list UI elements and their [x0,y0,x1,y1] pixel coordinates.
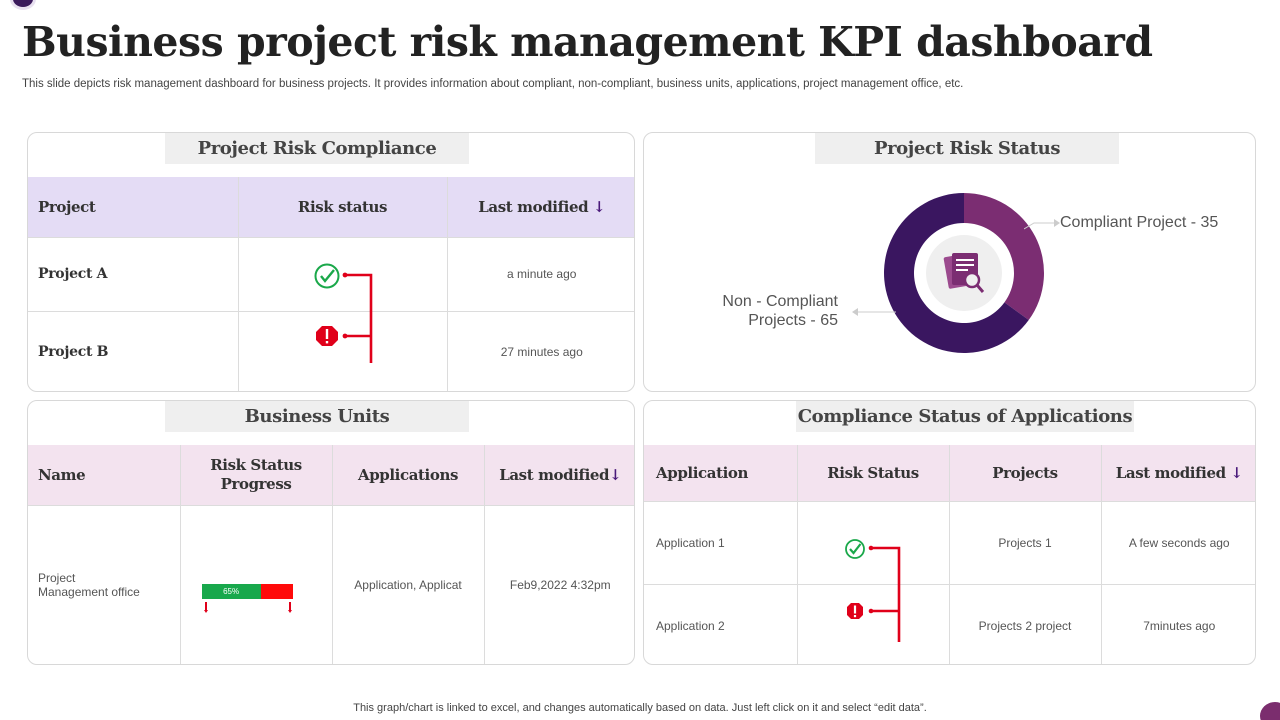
project-name: Project B [28,311,239,391]
column-header[interactable]: Last modified ↓ [447,177,634,238]
column-header[interactable]: Name [28,445,181,506]
last-modified: 7minutes ago [1143,618,1216,633]
table-header-row: Name Risk Status Progress Applications L… [28,445,634,506]
column-header[interactable]: Projects [949,445,1102,502]
table-row[interactable]: Application 2 Projects 2 project 7minute… [644,584,1255,664]
business-unit-name-line: Management office [38,585,140,600]
table-row[interactable]: Project A a minute ago [28,237,634,312]
table-row[interactable]: Application 1 Projects 1 A few seconds a… [644,501,1255,585]
progress-cell: 65% [180,505,333,664]
non-compliant-label-line: Projects - 65 [748,312,838,329]
column-header[interactable]: Application [644,445,798,502]
panel-heading: Compliance Status of Applications [796,401,1134,432]
table-header-row: Project Risk status Last modified ↓ [28,177,634,238]
status-connector [314,263,373,363]
compliant-pointer [1024,219,1060,230]
corner-decoration [10,0,36,10]
compliant-slice[interactable] [964,193,1044,321]
table-header-row: Application Risk Status Projects Last mo… [644,445,1255,502]
table-row[interactable]: Project B 27 minutes ago [28,311,634,391]
column-header[interactable]: Risk Status [797,445,950,502]
column-header[interactable]: Risk status [238,177,448,238]
sort-down-icon[interactable]: ↓ [593,197,606,216]
last-modified: a minute ago [447,237,634,312]
compliant-label: Compliant Project - 35 [1060,214,1219,231]
alert-octagon-icon [316,326,338,346]
business-units-panel: Business Units Name Risk Status Progress… [27,400,635,665]
compliance-table: Project Risk status Last modified ↓ Proj… [28,177,634,391]
applications-compliance-panel: Compliance Status of Applications Applic… [643,400,1256,665]
risk-status-cell [797,501,950,585]
column-header[interactable]: Project [28,177,239,238]
sort-down-icon[interactable]: ↓ [609,465,622,484]
page-subtitle: This slide depicts risk management dashb… [22,78,964,90]
non-compliant-slice[interactable] [884,193,1029,353]
table-row[interactable]: Project Management office 65% Applicatio… [28,505,634,664]
column-header[interactable]: Last modified ↓ [1101,445,1255,502]
column-header-label: Last modified [499,465,610,484]
application-name: Application 2 [644,584,798,664]
page-title: Business project risk management KPI das… [22,18,1153,66]
last-modified: 27 minutes ago [500,345,583,360]
project-risk-compliance-panel: Project Risk Compliance Project Risk sta… [27,132,635,392]
risk-status-cell [797,584,950,664]
footer-note: This graph/chart is linked to excel, and… [353,702,927,714]
panel-heading: Business Units [165,401,469,432]
column-header-label: Last modified [1115,463,1226,482]
panel-heading: Project Risk Compliance [165,133,469,164]
progress-label: 65% [223,586,240,596]
project-risk-status-panel: Project Risk Status Compliant Project - … [643,132,1256,392]
risk-progress-bar: 65% [201,583,293,599]
application-name: Application 1 [644,501,798,585]
column-header[interactable]: Last modified↓ [484,445,634,506]
document-search-icon [943,253,985,293]
applications-value: Application, Applicat [332,505,485,664]
non-compliant-pointer [852,308,896,316]
corner-decoration [1260,702,1280,720]
projects-value: Projects 2 project [949,584,1102,664]
risk-status-donut-chart[interactable] [874,183,1054,363]
center-icon-wrap [926,235,1002,311]
check-circle-icon [314,263,340,289]
non-compliant-label: Non - Compliant Projects - 65 [704,292,838,330]
business-unit-name-line: Project [38,571,76,586]
sort-down-icon[interactable]: ↓ [1230,463,1244,482]
business-units-table: Name Risk Status Progress Applications L… [28,445,634,664]
alert-octagon-icon [847,603,863,619]
progress-fill: 65% [201,583,261,599]
column-header[interactable]: Risk Status Progress [180,445,333,506]
panel-heading: Project Risk Status [815,133,1119,164]
project-name: Project A [28,237,239,312]
projects-value: Projects 1 [949,501,1102,585]
applications-table: Application Risk Status Projects Last mo… [644,445,1255,664]
status-connector [845,539,901,642]
column-header-label: Last modified [478,197,589,216]
business-unit-name: Project Management office [28,505,181,664]
last-modified: A few seconds ago [1101,501,1255,585]
non-compliant-label-line: Non - Compliant [722,293,838,310]
last-modified: Feb9,2022 4:32pm [509,578,611,593]
check-circle-icon [845,539,865,559]
column-header[interactable]: Applications [332,445,485,506]
progress-markers [203,601,292,613]
risk-status-cell [238,311,448,391]
